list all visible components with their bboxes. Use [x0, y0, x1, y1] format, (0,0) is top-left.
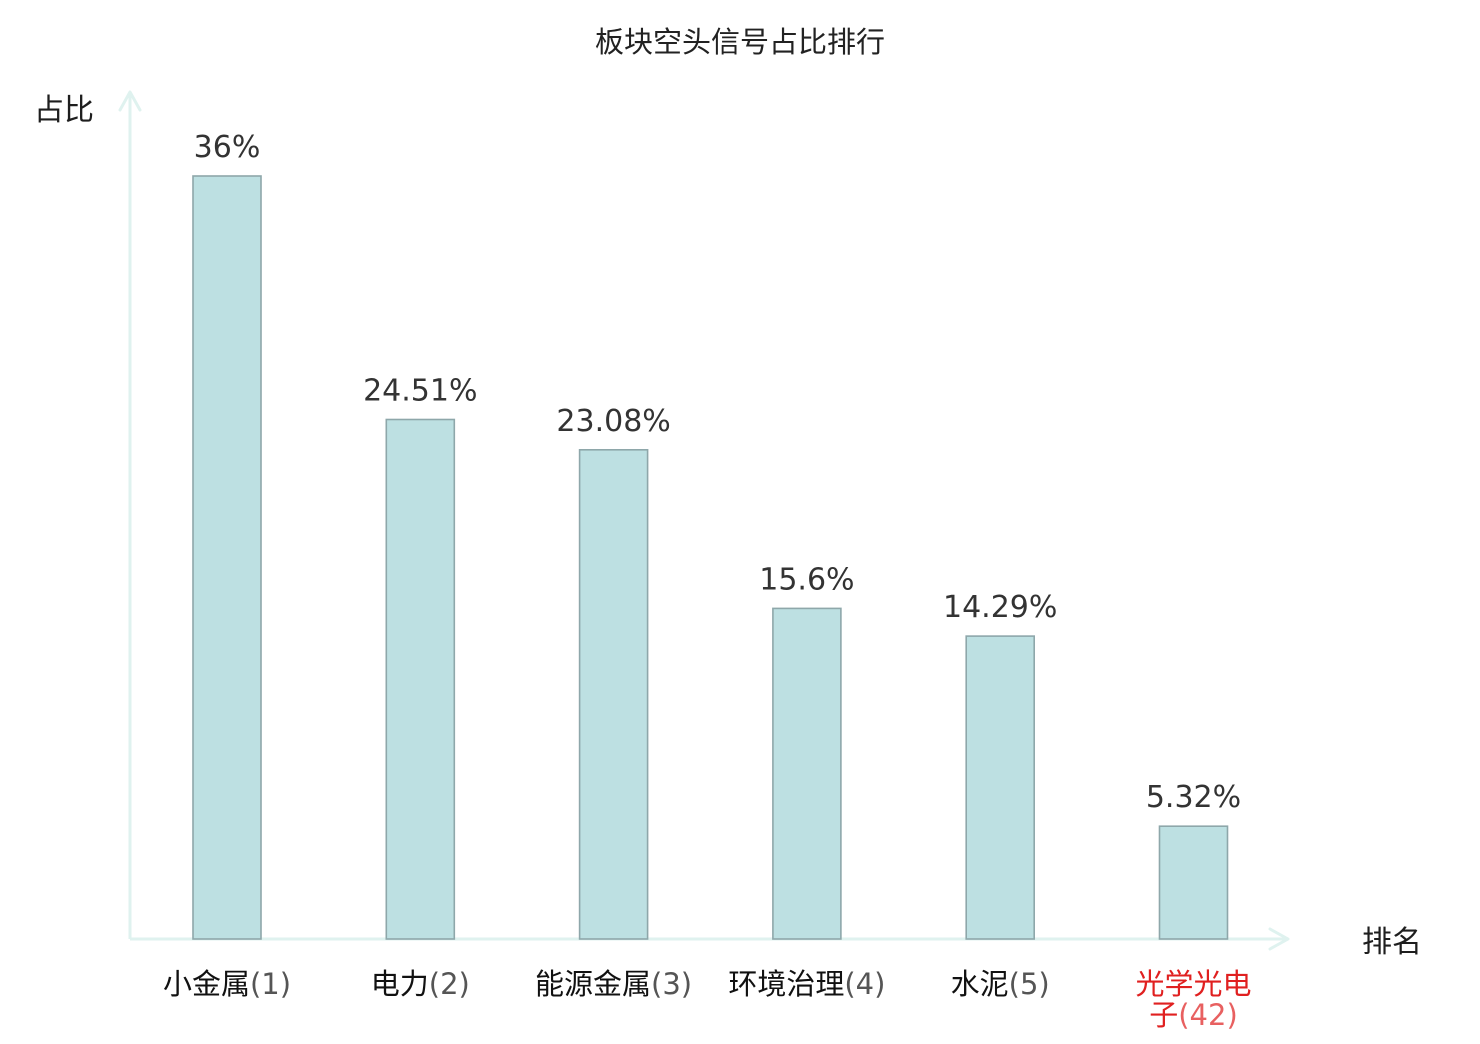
y-axis-arrow [118, 90, 142, 112]
category-label-4: 环境治理(4) [728, 967, 885, 1001]
bar-3 [578, 448, 649, 940]
bar-1 [192, 175, 262, 940]
bar-2 [385, 418, 456, 940]
category-label-6: 光学光电子(42) [1135, 967, 1251, 1032]
value-label-5: 14.29% [943, 590, 1057, 625]
y-axis-title: 占比 [34, 93, 94, 128]
x-axis-arrow [1268, 927, 1290, 951]
value-label-4: 15.6% [759, 562, 854, 597]
chart-title: 板块空头信号占比排行 [595, 25, 885, 59]
axes [118, 90, 1290, 951]
value-label-1: 36% [194, 130, 261, 165]
value-label-2: 24.51% [363, 374, 477, 409]
value-label-6: 5.32% [1146, 780, 1241, 815]
bar-6 [1158, 825, 1229, 940]
bar-4 [772, 607, 842, 940]
value-label-3: 23.08% [556, 404, 670, 439]
category-labels-group: 小金属(1) 电力(2) 能源金属(3) 环境治理(4) 水泥(5) 光学光电子(42) [163, 967, 1252, 1032]
category-label-5: 水泥(5) [951, 967, 1050, 1001]
bars-group [192, 175, 1229, 940]
category-label-2: 电力(2) [371, 967, 470, 1001]
bar-5 [965, 635, 1036, 940]
value-labels-group: 36% 24.51% 23.08% 15.6% 14.29% 5.32% [194, 130, 1242, 815]
x-axis-title: 排名 [1362, 925, 1422, 960]
category-label-1: 小金属(1) [163, 967, 291, 1001]
category-label-3: 能源金属(3) [535, 967, 692, 1001]
